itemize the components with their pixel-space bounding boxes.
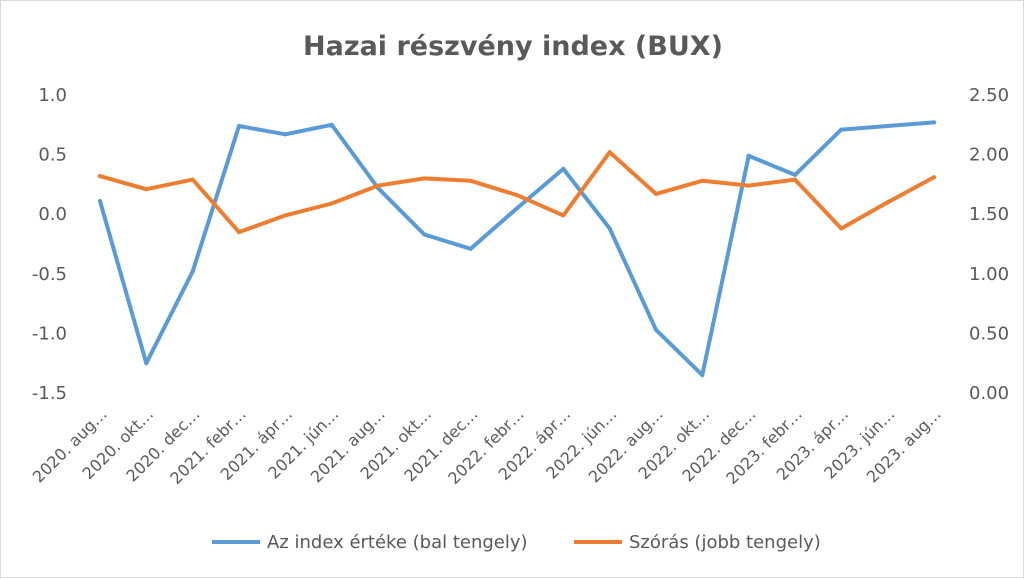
data-point-index <box>190 269 195 274</box>
right-tick-label: 2.50 <box>969 85 1009 106</box>
left-tick-label: 1.0 <box>38 85 67 106</box>
data-point-index <box>561 166 566 171</box>
chart-title: Hazai részvény index (BUX) <box>303 31 723 62</box>
data-point-szoras <box>422 176 427 181</box>
left-axis: -1.5 -1.0 -0.5 0.0 0.5 1.0 <box>32 85 67 404</box>
data-point-index <box>237 124 241 128</box>
data-point-szoras <box>932 175 936 180</box>
data-point-szoras <box>515 193 519 198</box>
data-point-index <box>839 127 844 132</box>
data-point-index <box>515 206 519 211</box>
data-point-index <box>654 327 658 332</box>
right-tick-label: 1.50 <box>969 204 1009 225</box>
data-point-szoras <box>376 183 380 188</box>
data-point-szoras <box>607 150 612 155</box>
legend-label-szoras: Szórás (jobb tengely) <box>629 532 821 553</box>
data-point-szoras <box>793 177 797 182</box>
legend-label-index: Az index értéke (bal tengely) <box>267 532 528 553</box>
data-point-szoras <box>190 177 195 182</box>
data-point-index <box>329 122 334 127</box>
data-point-szoras <box>839 226 844 231</box>
data-point-szoras <box>746 183 751 188</box>
data-point-szoras <box>98 174 102 179</box>
data-point-index <box>932 120 936 125</box>
right-tick-label: 2.00 <box>969 145 1009 166</box>
series-line-index <box>98 120 936 378</box>
data-point-index <box>746 153 751 158</box>
left-tick-label: -1.5 <box>32 383 67 404</box>
data-point-index <box>144 361 149 366</box>
data-point-szoras <box>468 178 473 183</box>
data-point-szoras <box>237 230 241 235</box>
right-tick-label: 0.00 <box>969 383 1009 404</box>
data-point-szoras <box>329 201 334 206</box>
data-point-index <box>607 226 612 231</box>
data-point-szoras <box>885 200 890 205</box>
data-point-index <box>98 199 102 204</box>
plot-area <box>98 120 936 378</box>
right-tick-label: 0.50 <box>969 323 1009 344</box>
left-tick-label: 0.0 <box>38 204 67 225</box>
right-axis: 0.00 0.50 1.00 1.50 2.00 2.50 <box>969 85 1009 404</box>
data-point-szoras <box>700 178 705 183</box>
data-point-index <box>283 132 288 137</box>
legend: Az index értéke (bal tengely) Szórás (jo… <box>212 532 821 553</box>
right-tick-label: 1.00 <box>969 264 1009 285</box>
left-tick-label: -1.0 <box>32 323 67 344</box>
data-point-index <box>793 172 797 177</box>
data-point-index <box>422 232 427 237</box>
data-point-index <box>700 373 705 378</box>
data-point-szoras <box>654 191 658 196</box>
left-tick-label: -0.5 <box>32 264 67 285</box>
left-tick-label: 0.5 <box>38 145 67 166</box>
data-point-index <box>885 124 890 128</box>
data-point-szoras <box>561 213 566 218</box>
data-point-szoras <box>283 213 288 218</box>
x-axis: 2020. aug…2020. okt…2020. dec…2021. febr… <box>29 404 945 488</box>
data-point-szoras <box>144 187 149 192</box>
data-point-index <box>468 246 473 251</box>
